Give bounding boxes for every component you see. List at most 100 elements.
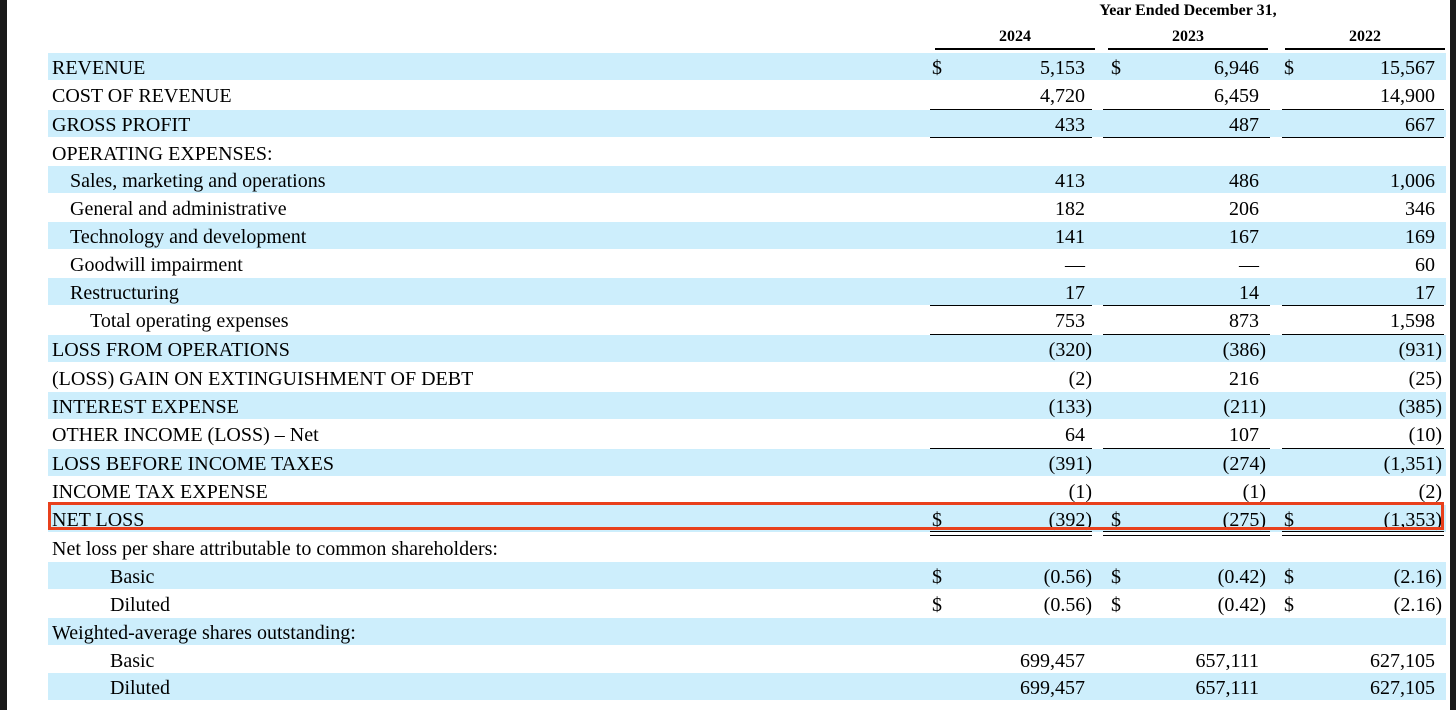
window-left-edge: [0, 0, 7, 710]
value-2022: 15,567: [1380, 57, 1435, 79]
subtotal-rule: [930, 334, 1092, 335]
value-2024: (1): [1068, 481, 1092, 503]
row-label: Diluted: [110, 677, 170, 699]
table-row: Sales, marketing and operations 413 486 1,0…: [48, 166, 1446, 193]
subtotal-rule: [1103, 137, 1270, 138]
value-2022: 60: [1415, 254, 1435, 276]
table-row: Diluted 699,457 657,111 627,105: [48, 673, 1446, 700]
value-2022: 14,900: [1380, 85, 1435, 107]
value-2023: [1109, 139, 1266, 166]
value-2022: 627,105: [1370, 650, 1435, 672]
table-row: Basic $ $ $ (0.56) (0.42) (2.16): [48, 562, 1446, 589]
value-2024: [935, 139, 1092, 166]
table-row: OPERATING EXPENSES:: [48, 139, 1446, 166]
row-label: COST OF REVENUE: [52, 85, 232, 107]
value-2022: (25): [1408, 368, 1442, 390]
value-2024: 433: [1055, 114, 1085, 136]
value-2023: 487: [1229, 114, 1259, 136]
value-2024: (0.56): [1043, 594, 1092, 616]
value-2023: 14: [1239, 282, 1259, 304]
value-2024: 5,153: [1040, 57, 1085, 79]
year-header-2024: 2024: [935, 28, 1095, 50]
currency-symbol: $: [1284, 509, 1294, 531]
row-label: Basic: [110, 566, 155, 588]
value-2022: 169: [1405, 226, 1435, 248]
row-label: GROSS PROFIT: [52, 114, 191, 136]
value-2024: (391): [1048, 453, 1092, 475]
table-row: COST OF REVENUE 4,720 6,459 14,900: [48, 81, 1446, 108]
value-2024: 699,457: [1020, 677, 1085, 699]
value-2023: 873: [1229, 310, 1259, 332]
currency-symbol: $: [1111, 57, 1121, 79]
table-row: Basic 699,457 657,111 627,105: [48, 646, 1446, 673]
value-2023: (274): [1222, 453, 1266, 475]
value-2024: 753: [1055, 310, 1085, 332]
table-row: INTEREST EXPENSE (133) (211) (385): [48, 392, 1446, 419]
currency-symbol: $: [932, 509, 942, 531]
subtotal-rule: [930, 137, 1092, 138]
value-2022: 1,598: [1390, 310, 1435, 332]
value-2022: [1285, 139, 1442, 166]
subtotal-rule: [1282, 137, 1444, 138]
currency-symbol: $: [1111, 594, 1121, 616]
value-2022: [1285, 618, 1442, 645]
currency-symbol: $: [1284, 566, 1294, 588]
value-2024: (133): [1048, 396, 1092, 418]
table-row: Technology and development 141 167 169: [48, 222, 1446, 249]
table-row: INCOME TAX EXPENSE (1) (1) (2): [48, 477, 1446, 504]
value-2023: 6,946: [1214, 57, 1259, 79]
row-label: Goodwill impairment: [70, 254, 243, 276]
row-label: Sales, marketing and operations: [70, 170, 326, 192]
value-2023: —: [1239, 254, 1259, 276]
value-2023: (211): [1223, 396, 1266, 418]
value-2023: [1109, 618, 1266, 645]
row-label: OPERATING EXPENSES:: [52, 143, 273, 165]
value-2024: 64: [1065, 424, 1085, 446]
row-label: INCOME TAX EXPENSE: [52, 481, 268, 503]
value-2023: 107: [1229, 424, 1259, 446]
subtotal-rule: [930, 305, 1092, 306]
row-label: Net loss per share attributable to commo…: [52, 538, 498, 560]
value-2024: (2): [1068, 368, 1092, 390]
row-label: NET LOSS: [52, 509, 145, 531]
table-row: LOSS FROM OPERATIONS (320) (386) (931): [48, 335, 1446, 362]
value-2023: 486: [1229, 170, 1259, 192]
value-2024: 182: [1055, 198, 1085, 220]
value-2024: (392): [1048, 509, 1092, 531]
total-double-rule: [1282, 531, 1444, 536]
value-2023: 167: [1229, 226, 1259, 248]
row-label: Diluted: [110, 594, 170, 616]
subtotal-rule: [1282, 109, 1444, 110]
currency-symbol: $: [1111, 566, 1121, 588]
row-label: REVENUE: [52, 57, 146, 79]
window-right-edge: [1450, 0, 1456, 710]
table-row: Restructuring 17 14 17: [48, 278, 1446, 305]
value-2022: (385): [1398, 396, 1442, 418]
subtotal-rule: [1282, 504, 1444, 505]
subtotal-rule: [1282, 448, 1444, 449]
value-2024: 4,720: [1040, 85, 1085, 107]
table-row: Diluted $ $ $ (0.56) (0.42) (2.16): [48, 590, 1446, 617]
currency-symbol: $: [932, 566, 942, 588]
subtotal-rule: [1103, 334, 1270, 335]
value-2023: 6,459: [1214, 85, 1259, 107]
value-2024: 141: [1055, 226, 1085, 248]
subtotal-rule: [1103, 305, 1270, 306]
row-label: Weighted-average shares outstanding:: [52, 622, 356, 644]
value-2024: (320): [1048, 339, 1092, 361]
value-2024: 699,457: [1020, 650, 1085, 672]
total-double-rule: [1103, 531, 1270, 536]
subtotal-rule: [1103, 448, 1270, 449]
table-row: Goodwill impairment — — 60: [48, 250, 1446, 277]
table-row: NET LOSS $ $ $ (392) (275) (1,353): [48, 505, 1446, 532]
value-2023: 216: [1229, 368, 1259, 390]
row-label: LOSS FROM OPERATIONS: [52, 339, 290, 361]
row-label: INTEREST EXPENSE: [52, 396, 239, 418]
value-2022: 346: [1405, 198, 1435, 220]
value-2024: —: [1065, 254, 1085, 276]
value-2022: (931): [1398, 339, 1442, 361]
value-2023: 657,111: [1195, 677, 1259, 699]
table-row: REVENUE $ $ $5,153 6,946 15,567: [48, 53, 1446, 80]
row-label: Basic: [110, 650, 155, 672]
period-header: Year Ended December 31,: [1099, 2, 1277, 19]
